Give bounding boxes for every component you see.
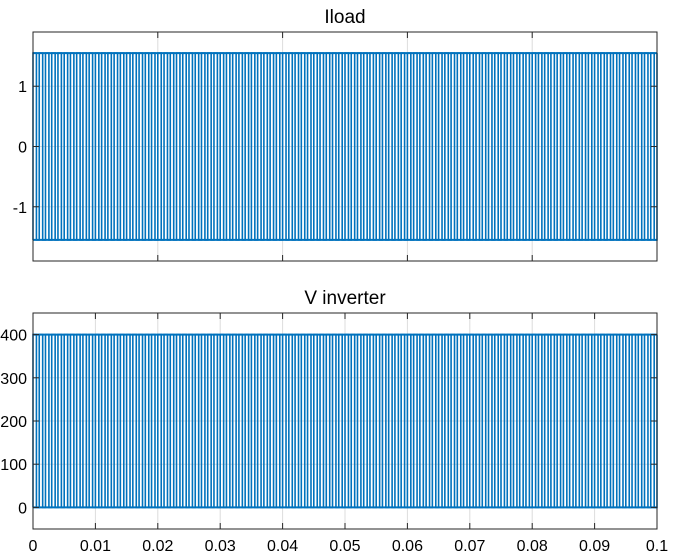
iload-y-tick-label: 0 (18, 140, 27, 157)
iload-ticks: 1 0 -1 (13, 32, 658, 261)
v-inverter-x-tick-label: 0.06 (392, 538, 423, 555)
v-inverter-x-tick-label: 0.1 (646, 538, 668, 555)
v-inverter-subplot: 0 0.01 0.02 0.03 0.04 0.05 0.06 0.07 0.08 0.09 0.1… (0, 288, 668, 555)
v-inverter-x-tick-label: 0.08 (517, 538, 548, 555)
iload-y-tick-label: 1 (18, 79, 27, 96)
v-inverter-x-tick-label: 0.03 (205, 538, 236, 555)
v-inverter-x-tick-label: 0.02 (142, 538, 173, 555)
iload-subplot: 1 0 -1 Iload (13, 7, 658, 262)
v-inverter-title: V inverter (304, 288, 386, 309)
iload-signal-line (32, 52, 658, 241)
v-inverter-y-tick-label: 100 (0, 457, 27, 474)
v-inverter-signal-line (32, 333, 658, 509)
v-inverter-y-tick-label: 0 (18, 500, 27, 517)
v-inverter-x-tick-label: 0.07 (454, 538, 485, 555)
iload-series (32, 52, 658, 241)
v-inverter-y-tick-label: 300 (0, 371, 27, 388)
v-inverter-ticks: 0 0.01 0.02 0.03 0.04 0.05 0.06 0.07 0.08 0.09 0.1… (0, 313, 668, 555)
v-inverter-y-tick-label: 200 (0, 414, 27, 431)
v-inverter-x-tick-label: 0.09 (579, 538, 610, 555)
v-inverter-series (32, 333, 658, 509)
iload-y-tick-label: -1 (13, 200, 27, 217)
v-inverter-y-tick-label: 400 (0, 328, 27, 345)
v-inverter-x-tick-label: 0.04 (267, 538, 298, 555)
v-inverter-x-tick-label: 0.01 (80, 538, 111, 555)
v-inverter-x-tick-label: 0 (29, 538, 38, 555)
iload-title: Iload (324, 7, 365, 28)
v-inverter-x-tick-label: 0.05 (329, 538, 360, 555)
